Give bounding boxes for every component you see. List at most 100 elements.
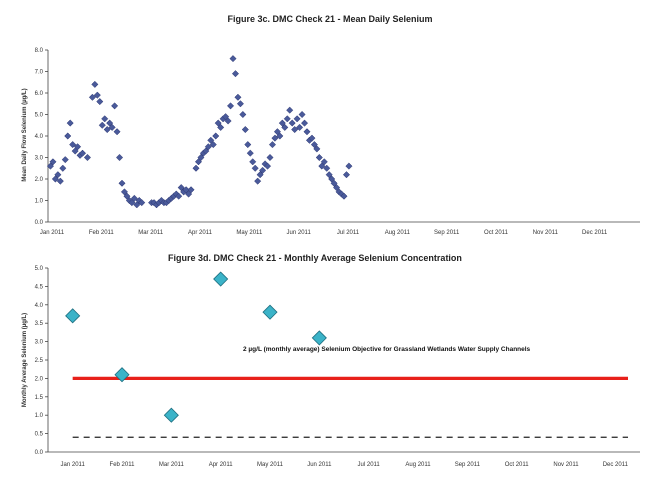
chart1-data-point — [106, 119, 114, 127]
chart1-data-point — [340, 192, 348, 200]
chart1-data-point — [323, 164, 331, 172]
chart1-data-point — [113, 128, 121, 136]
chart1-y-tick-label: 7.0 — [35, 70, 44, 76]
chart1-data-point — [64, 132, 72, 140]
chart1-data-point — [310, 141, 318, 149]
chart1-data-point — [278, 119, 286, 127]
chart1-data-point — [197, 153, 205, 162]
chart1-data-point — [333, 184, 341, 192]
chart2-data-point — [114, 367, 130, 383]
chart1-data-point — [98, 121, 106, 129]
chart1-x-tick-label: Dec 2011 — [582, 230, 608, 236]
chart1-data-point — [308, 134, 316, 142]
chart1-y-tick-label: 4.0 — [35, 134, 44, 140]
chart2-points — [65, 271, 327, 423]
chart2-x-tick-label: Sep 2011 — [455, 462, 481, 468]
chart1-data-point — [256, 171, 264, 179]
chart2-data-point — [262, 304, 278, 320]
chart1-x-ticks: Jan 2011 Feb 2011 Mar 2011 Apr 2011 May 2011… — [40, 230, 608, 236]
chart1-y-tick-label: 3.0 — [35, 156, 44, 162]
chart1-y-tick-label: 6.0 — [35, 91, 44, 97]
chart2-y-tick-label: 0.0 — [35, 450, 44, 456]
chart1-data-point — [231, 70, 240, 78]
chart1-data-point — [239, 110, 247, 119]
chart1-data-point — [259, 166, 267, 174]
chart1-data-point — [51, 175, 59, 183]
chart1-data-point — [138, 199, 146, 207]
chart1-data-point — [281, 123, 289, 131]
chart2-y-tick-label: 4.5 — [35, 284, 44, 290]
chart1-data-point — [325, 171, 333, 179]
chart1-data-point — [313, 145, 321, 153]
chart2-x-tick-label: Aug 2011 — [405, 462, 431, 468]
chart1-x-tick-label: Nov 2011 — [533, 230, 559, 236]
chart1-data-point — [71, 147, 79, 155]
chart1-data-point — [74, 143, 82, 151]
chart1-data-point — [224, 117, 232, 125]
chart1-points — [46, 55, 353, 209]
chart2-y-axis-label: Monthly Average Selenium (µg/L) — [22, 313, 28, 407]
chart1-data-point — [54, 171, 62, 179]
chart1-data-point — [303, 128, 311, 136]
chart1-data-point — [128, 199, 136, 207]
chart1-data-point — [204, 143, 212, 151]
chart1-data-point — [249, 158, 257, 166]
chart1-data-point — [286, 106, 294, 114]
chart1-data-point — [273, 128, 281, 136]
chart1-title: Figure 3c. DMC Check 21 - Mean Daily Sel… — [227, 14, 432, 24]
chart1-data-point — [78, 149, 87, 157]
chart2-x-tick-label: Dec 2011 — [603, 462, 629, 468]
chart1-data-point — [69, 141, 77, 149]
chart1-x-tick-label: Jan 2011 — [40, 230, 65, 236]
chart2-x-tick-label: Mar 2011 — [159, 462, 185, 468]
chart1-data-point — [345, 162, 353, 170]
chart1-data-point — [244, 141, 252, 149]
chart1-data-point — [246, 149, 254, 157]
chart1-data-point — [118, 179, 126, 187]
chart2-data-point — [163, 407, 179, 423]
chart1-data-point — [130, 194, 138, 202]
chart2-x-tick-label: Feb 2011 — [110, 462, 136, 468]
chart1-data-point — [268, 141, 277, 149]
chart2-x-tick-label: May 2011 — [257, 462, 284, 468]
chart1-data-point — [241, 125, 249, 134]
chart1-data-point — [59, 164, 67, 172]
chart1-x-tick-label: Sep 2011 — [434, 230, 460, 236]
chart1-data-point — [283, 115, 291, 123]
chart1-data-point — [96, 98, 104, 106]
chart1-data-point — [342, 171, 351, 179]
chart1-y-tick-label: 1.0 — [35, 199, 44, 205]
chart1-data-point — [328, 175, 336, 183]
chart2-y-tick-label: 1.5 — [35, 395, 44, 401]
chart2-x-tick-label: Jul 2011 — [358, 462, 381, 468]
chart1-data-point — [300, 119, 309, 127]
chart1-data-point — [226, 102, 235, 110]
chart1-x-tick-label: Apr 2011 — [188, 230, 213, 236]
chart1-data-point — [217, 123, 225, 131]
chart2-y-tick-label: 5.0 — [35, 266, 44, 272]
chart2-y-tick-label: 4.0 — [35, 303, 44, 309]
chart1-data-point — [236, 100, 244, 108]
chart2-y-ticks: 0.0 0.5 1.0 1.5 2.0 2.5 3.0 3.5 4.0 4.5 5.0 — [35, 266, 48, 456]
chart2-reference-lines — [72, 376, 628, 438]
chart1-data-point — [111, 102, 119, 110]
chart1-data-point — [320, 158, 328, 166]
chart1-data-point — [271, 134, 279, 142]
chart1-data-point — [209, 141, 217, 149]
chart1-data-point — [93, 91, 101, 99]
chart2-y-tick-label: 3.0 — [35, 340, 44, 346]
chart1-y-tick-label: 2.0 — [35, 177, 44, 183]
chart2-y-tick-label: 2.0 — [35, 376, 44, 382]
chart1-data-point — [330, 179, 338, 187]
chart1-data-point — [133, 201, 141, 209]
chart1-data-point — [123, 192, 131, 200]
chart2-objective-annotation: 2 µg/L (monthly average) Selenium Object… — [243, 346, 531, 353]
chart1-data-point — [214, 119, 222, 127]
chart2-title: Figure 3d. DMC Check 21 - Monthly Averag… — [168, 253, 462, 263]
chart1-data-point — [291, 125, 299, 134]
chart1-data-point — [251, 164, 259, 172]
chart1-data-point — [234, 93, 242, 101]
chart2-x-ticks: Jan 2011 Feb 2011 Mar 2011 Apr 2011 May 2011… — [61, 462, 629, 468]
chart2-data-point — [65, 308, 81, 324]
